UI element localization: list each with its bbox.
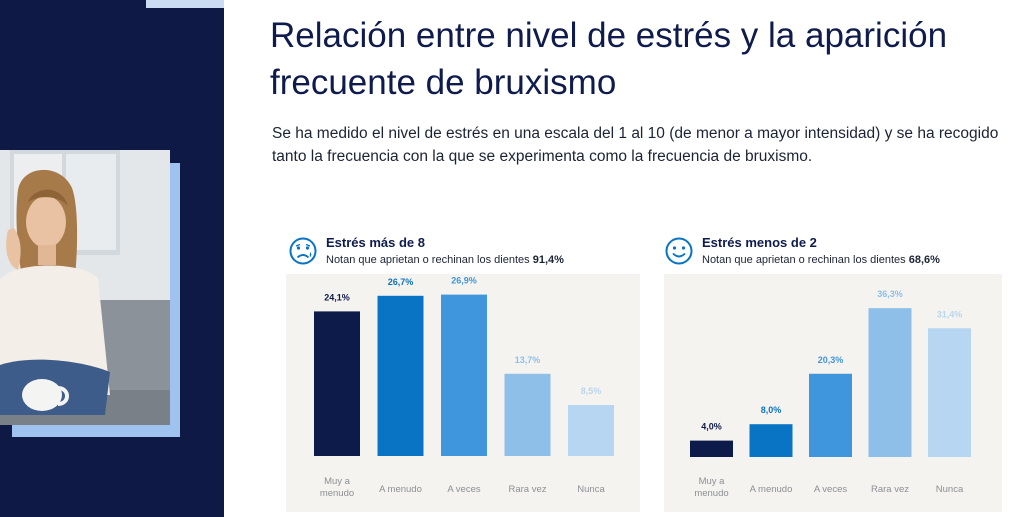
category-label: menudo: [694, 488, 728, 499]
bar-3: [809, 373, 852, 457]
bar-2: [377, 295, 424, 456]
bar-value-label: 8,5%: [581, 386, 602, 396]
section-subtitle: Notan que aprietan o rechinan los diente…: [326, 254, 564, 266]
bar-value-label: 31,4%: [937, 309, 963, 319]
section-title: Estrés más de 8: [326, 235, 426, 250]
bar-value-label: 13,7%: [515, 355, 541, 365]
bar-5: [928, 328, 971, 457]
bar-value-label: 20,3%: [818, 355, 844, 365]
bar-5: [568, 405, 614, 456]
page-title: Relación entre nivel de estrés y la apar…: [270, 16, 948, 102]
chart-panel-high-stress: 24,1% Muy a menudo 26,7% A menudo 26,9% A vece…: [286, 274, 640, 512]
subtitle-text: Notan que aprietan o rechinan los diente…: [326, 254, 530, 266]
category-label: Nunca: [936, 484, 964, 495]
bar-value-label: 26,7%: [388, 277, 414, 287]
section-title: Estrés menos de 2: [702, 235, 817, 250]
bar-4: [504, 373, 551, 456]
category-label: A menudo: [750, 484, 793, 495]
category-label: menudo: [320, 488, 354, 499]
section-subtitle: Notan que aprietan o rechinan los diente…: [702, 254, 940, 266]
category-label: Rara vez: [508, 484, 546, 495]
bar-3: [441, 294, 487, 456]
category-label: A veces: [447, 484, 481, 495]
category-label: A veces: [814, 484, 848, 495]
intro-paragraph: Se ha medido el nivel de estrés en una e…: [272, 125, 999, 165]
woman-photo-illustration: [0, 150, 170, 425]
bar-value-label: 26,9%: [451, 276, 477, 286]
category-label: Rara vez: [871, 484, 909, 495]
top-accent-bar: [146, 0, 224, 8]
sad-face-icon: [289, 237, 317, 265]
subtitle-text: Notan que aprietan o rechinan los diente…: [702, 254, 906, 266]
bar-2: [749, 424, 793, 457]
happy-face-icon: [665, 237, 693, 265]
bar-value-label: 4,0%: [701, 422, 722, 432]
category-label: Nunca: [577, 484, 605, 495]
category-label: A menudo: [379, 484, 422, 495]
category-label: Muy a: [699, 476, 726, 487]
bar-value-label: 24,1%: [324, 292, 350, 302]
bar-4: [868, 308, 912, 457]
bar-value-label: 36,3%: [877, 289, 903, 299]
chart-panel-low-stress: 4,0% Muy a menudo 8,0% A menudo 20,3% A veces 3…: [664, 274, 1002, 512]
bar-value-label: 8,0%: [761, 405, 782, 415]
bar-1: [314, 311, 360, 456]
category-label: Muy a: [324, 476, 351, 487]
subtitle-value: 91,4%: [532, 254, 564, 266]
bar-1: [690, 440, 733, 457]
woman-photo: [0, 150, 170, 425]
subtitle-value: 68,6%: [908, 254, 940, 266]
